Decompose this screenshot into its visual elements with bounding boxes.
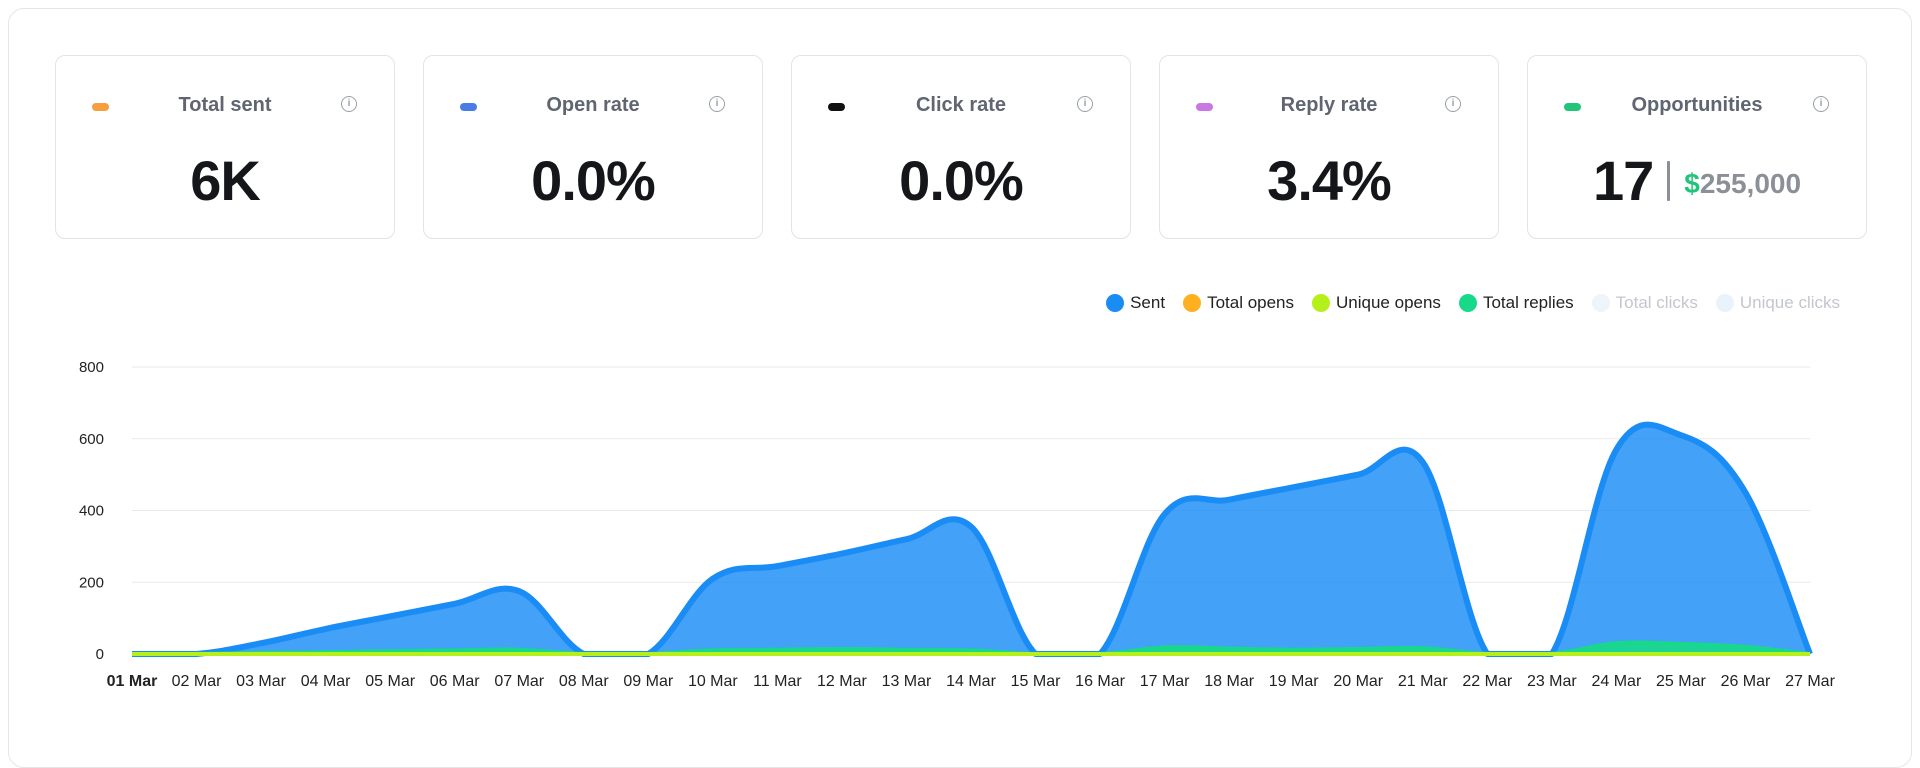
legend-label: Total opens [1207, 293, 1295, 312]
x-tick-label: 13 Mar [882, 673, 932, 690]
x-tick-label: 09 Mar [623, 673, 673, 690]
x-tick-label: 20 Mar [1333, 673, 1383, 690]
x-tick-label: 03 Mar [236, 673, 286, 690]
amount-value: 255,000 [1699, 167, 1802, 199]
series-area-total-replies [132, 642, 1810, 654]
metric-cards: Total sent i 6K Open rate i 0.0% Click r… [55, 55, 1867, 240]
legend-swatch [1183, 294, 1202, 312]
y-tick-label: 0 [96, 646, 104, 663]
metric-label: Open rate [546, 94, 640, 116]
opportunities-color-pill [1564, 103, 1581, 111]
metric-card-reply-rate: Reply rate i 3.4% [1159, 55, 1499, 239]
legend-swatch [1106, 294, 1125, 312]
x-tick-label: 11 Mar [753, 673, 802, 690]
series-area-sent [132, 424, 1810, 654]
info-icon[interactable]: i [709, 96, 725, 112]
metric-card-open-rate: Open rate i 0.0% [423, 55, 763, 239]
metric-value: 6K [190, 149, 261, 212]
info-icon[interactable]: i [1813, 96, 1829, 112]
x-tick-label: 01 Mar [107, 673, 158, 690]
opportunities-count: 17 [1592, 149, 1654, 212]
x-tick-label: 08 Mar [559, 673, 609, 690]
legend-swatch [1715, 294, 1734, 312]
metric-value: 0.0% [531, 149, 656, 212]
x-tick-label: 26 Mar [1721, 673, 1771, 690]
click-rate-color-pill [828, 103, 845, 111]
x-tick-label: 18 Mar [1204, 673, 1254, 690]
y-tick-label: 400 [79, 503, 104, 520]
y-tick-label: 800 [79, 359, 104, 376]
x-tick-label: 15 Mar [1011, 673, 1061, 690]
reply-rate-color-pill [1196, 103, 1213, 111]
chart-legend: Sent Total opens Unique opens Total replies… [1106, 293, 1840, 313]
legend-label: Total clicks [1615, 293, 1698, 312]
metric-label: Click rate [915, 94, 1007, 116]
x-tick-label: 22 Mar [1462, 673, 1512, 690]
metric-value: 3.4% [1267, 149, 1392, 212]
metric-label: Reply rate [1280, 94, 1378, 116]
activity-area-chart: 0 200 400 600 800 01 Mar 02 Mar 03 Mar 04 Mar 05 … [79, 359, 1836, 690]
legend-label: Total replies [1482, 293, 1574, 312]
x-tick-label: 14 Mar [946, 673, 996, 690]
metric-label: Total sent [178, 94, 272, 116]
legend-item-total-clicks[interactable]: Total clicks [1591, 293, 1698, 313]
metric-value: 0.0% [899, 149, 1024, 212]
opportunities-amount: $255,000 [1684, 162, 1801, 200]
x-tick-label: 21 Mar [1398, 673, 1448, 690]
x-tick-label: 07 Mar [494, 673, 544, 690]
info-icon[interactable]: i [1077, 96, 1093, 112]
open-rate-color-pill [460, 103, 477, 111]
x-tick-label: 25 Mar [1656, 673, 1706, 690]
legend-swatch [1312, 294, 1331, 312]
legend-item-sent[interactable]: Sent [1106, 293, 1165, 313]
series-line-sent [132, 421, 1813, 657]
legend-item-total-replies[interactable]: Total replies [1458, 293, 1574, 313]
metric-card-total-sent: Total sent i 6K [55, 55, 395, 239]
x-tick-label: 16 Mar [1075, 673, 1125, 690]
x-tick-label: 12 Mar [817, 673, 867, 690]
x-tick-label: 27 Mar [1785, 673, 1835, 690]
legend-swatch [1591, 294, 1610, 312]
x-tick-label: 06 Mar [430, 673, 480, 690]
legend-label: Unique clicks [1739, 293, 1840, 312]
metric-label: Opportunities [1631, 94, 1763, 116]
x-tick-label: 04 Mar [301, 673, 351, 690]
legend-swatch [1458, 294, 1477, 312]
x-tick-label: 23 Mar [1527, 673, 1577, 690]
total-sent-color-pill [92, 103, 109, 111]
x-tick-label: 02 Mar [172, 673, 222, 690]
currency-symbol: $ [1684, 167, 1700, 199]
metric-card-click-rate: Click rate i 0.0% [791, 55, 1131, 239]
x-tick-label: 10 Mar [688, 673, 738, 690]
legend-label: Unique opens [1336, 293, 1441, 312]
opportunities-value-row: 17 $255,000 [1528, 148, 1866, 213]
legend-item-unique-opens[interactable]: Unique opens [1312, 293, 1441, 313]
x-tick-label: 19 Mar [1269, 673, 1319, 690]
x-tick-label: 05 Mar [365, 673, 415, 690]
y-tick-label: 600 [79, 431, 104, 448]
y-tick-label: 200 [79, 574, 104, 591]
metric-card-opportunities: Opportunities i 17 $255,000 [1527, 55, 1867, 239]
legend-item-unique-clicks[interactable]: Unique clicks [1715, 293, 1840, 313]
info-icon[interactable]: i [1445, 96, 1461, 112]
info-icon[interactable]: i [341, 96, 357, 112]
legend-item-total-opens[interactable]: Total opens [1183, 293, 1294, 313]
legend-label: Sent [1130, 293, 1166, 312]
divider [1667, 160, 1671, 201]
x-tick-label: 24 Mar [1591, 673, 1641, 690]
x-tick-label: 17 Mar [1140, 673, 1190, 690]
